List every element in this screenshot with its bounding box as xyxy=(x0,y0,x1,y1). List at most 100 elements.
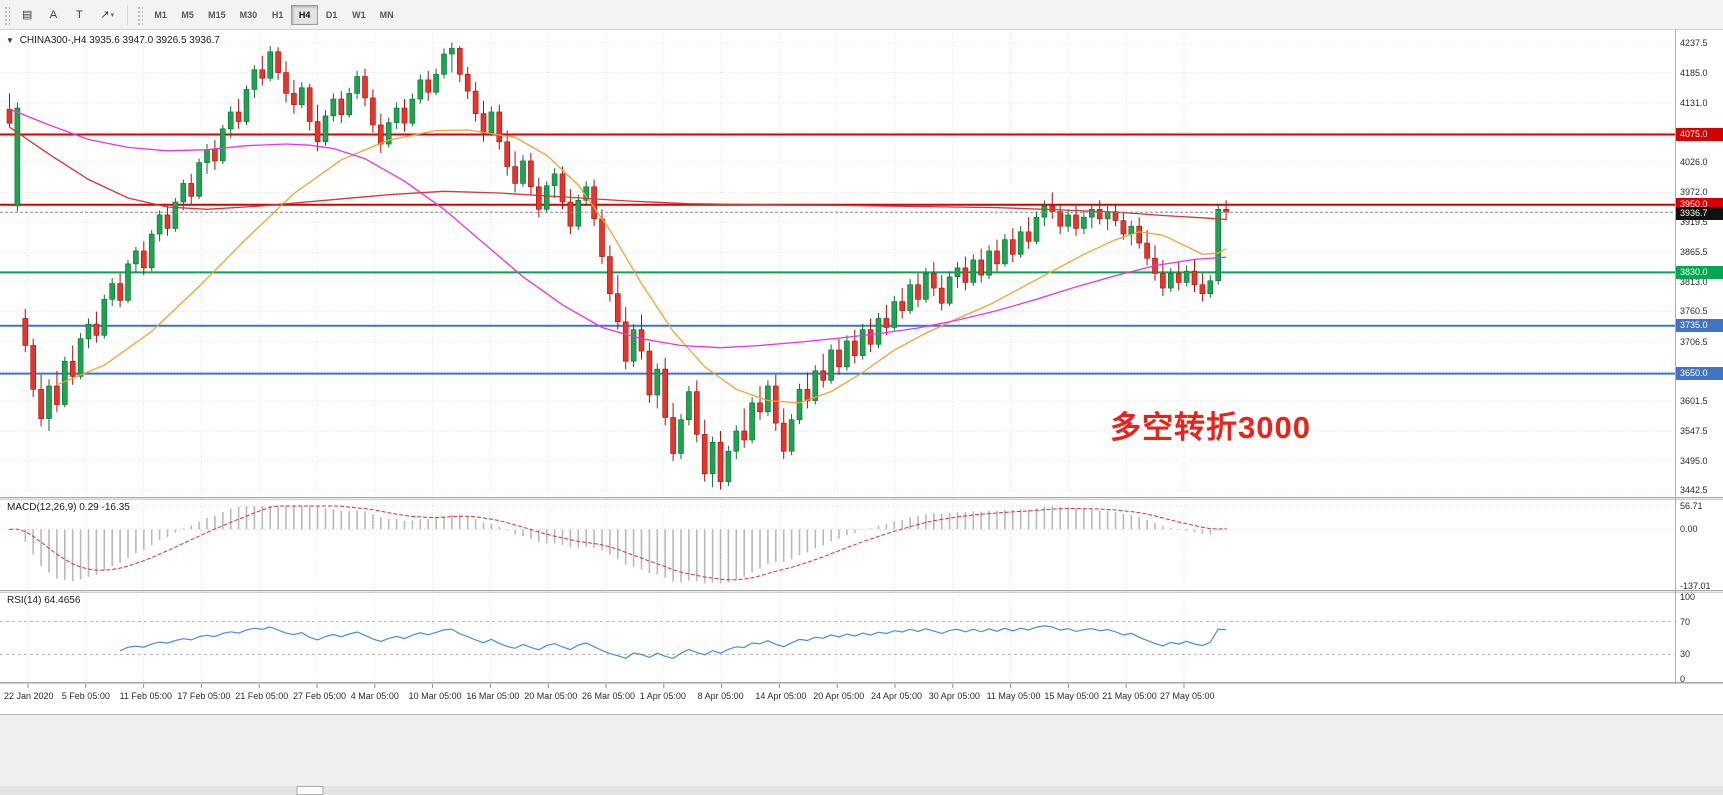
chart-window-button[interactable]: ▤ xyxy=(15,4,39,26)
timeframe-h1-button[interactable]: H1 xyxy=(264,5,291,25)
candle-body xyxy=(259,69,266,79)
candle-body xyxy=(417,79,424,100)
horizontal-line-objects xyxy=(0,133,1675,375)
candle-body xyxy=(30,345,37,390)
candle-body xyxy=(1065,214,1071,227)
candle-body xyxy=(765,385,771,413)
candle-body xyxy=(883,318,890,328)
timeframe-m30-button[interactable]: M30 xyxy=(233,5,265,25)
candle-body xyxy=(362,76,368,99)
timeframe-m1-button[interactable]: M1 xyxy=(147,5,174,25)
candle-body xyxy=(520,160,526,184)
candle-body xyxy=(780,422,787,452)
timeframe-m15-button[interactable]: M15 xyxy=(201,5,233,25)
candle-body xyxy=(1215,208,1221,282)
candle-body xyxy=(496,111,503,143)
candle-body xyxy=(283,72,289,94)
candle-body xyxy=(148,233,155,269)
candle-body xyxy=(859,329,866,356)
candle-body xyxy=(433,73,439,93)
timeframe-toolbar-grip[interactable] xyxy=(136,4,144,25)
candle-body xyxy=(1207,280,1214,294)
candle-body xyxy=(370,97,376,126)
candle-body xyxy=(772,385,779,424)
candle-body xyxy=(172,201,179,229)
macd-histogram xyxy=(8,506,1227,584)
panel-splitter[interactable] xyxy=(0,497,1723,500)
timeframe-h4-button[interactable]: H4 xyxy=(291,4,319,25)
candle-body xyxy=(875,318,882,345)
candle-body xyxy=(607,256,613,294)
candle-body xyxy=(646,350,653,396)
insert-text-button[interactable]: A xyxy=(41,4,65,26)
candle-body xyxy=(69,360,76,377)
candle-body xyxy=(717,441,724,482)
candle-body xyxy=(986,250,992,276)
candle-body xyxy=(938,287,945,304)
candle-body xyxy=(472,90,479,114)
timeframe-d1-button[interactable]: D1 xyxy=(318,5,345,25)
horizontal-scrollbar[interactable] xyxy=(0,786,1723,795)
candle-body xyxy=(535,186,542,210)
candle-body xyxy=(622,321,629,362)
candle-body xyxy=(77,338,84,377)
scrollbar-thumb[interactable] xyxy=(296,786,324,795)
dropdown-caret-icon: ▾ xyxy=(110,11,115,19)
candle-body xyxy=(164,214,171,229)
timeframe-w1-button[interactable]: W1 xyxy=(345,5,373,25)
candle-body xyxy=(354,76,360,94)
candle-body xyxy=(693,391,700,435)
moving-averages xyxy=(9,108,1227,404)
candle-body xyxy=(6,108,13,124)
candle-body xyxy=(820,370,827,381)
candle-body xyxy=(891,301,898,328)
candle-body xyxy=(227,111,234,130)
main-toolbar: ▤ A T ↗ ▾ M1 M5 M15 M30 H1 H4 D1 W1 MN xyxy=(0,0,1723,30)
candle-body xyxy=(504,141,511,167)
candle-body xyxy=(449,48,455,55)
candle-body xyxy=(46,385,52,419)
timeframe-buttons-group: M1 M5 M15 M30 H1 H4 D1 W1 MN xyxy=(147,4,401,25)
candle-body xyxy=(559,173,566,203)
ma-magenta-line xyxy=(9,108,1227,349)
candle-body xyxy=(196,162,202,197)
candle-body xyxy=(678,419,684,454)
candle-body xyxy=(978,259,985,276)
candle-body xyxy=(662,368,669,418)
candle-body xyxy=(298,87,305,105)
candle-body xyxy=(915,284,921,300)
candle-body xyxy=(844,340,850,368)
candle-body xyxy=(812,370,819,401)
candle-body xyxy=(828,349,834,381)
candle-body xyxy=(243,89,250,122)
candle-body xyxy=(686,391,692,421)
timeframe-m5-button[interactable]: M5 xyxy=(174,5,201,25)
candle-body xyxy=(543,185,550,210)
timeframe-mn-button[interactable]: MN xyxy=(373,5,401,25)
toolbar-grip[interactable] xyxy=(3,4,10,25)
candle-body xyxy=(14,107,21,207)
panel-splitter[interactable] xyxy=(0,590,1723,593)
candle-body xyxy=(1002,239,1008,265)
footer-area xyxy=(0,714,1723,795)
candle-body xyxy=(235,111,242,122)
candle-body xyxy=(480,113,487,134)
candle-body xyxy=(654,368,661,396)
candle-body xyxy=(1191,270,1198,285)
candle-body xyxy=(994,250,1000,265)
candle-body xyxy=(836,349,842,368)
candle-body xyxy=(456,48,463,75)
candle-body xyxy=(1175,273,1182,283)
insert-label-button[interactable]: T xyxy=(67,4,91,26)
candle-body xyxy=(251,69,258,90)
candle-body xyxy=(220,128,226,162)
candle-body xyxy=(796,389,803,421)
line-studies-button[interactable]: ↗ ▾ xyxy=(93,4,121,26)
candle-body xyxy=(133,250,139,265)
candle-body xyxy=(180,183,187,203)
candle-body xyxy=(907,284,913,311)
candle-body xyxy=(954,267,961,278)
candle-body xyxy=(85,323,92,340)
